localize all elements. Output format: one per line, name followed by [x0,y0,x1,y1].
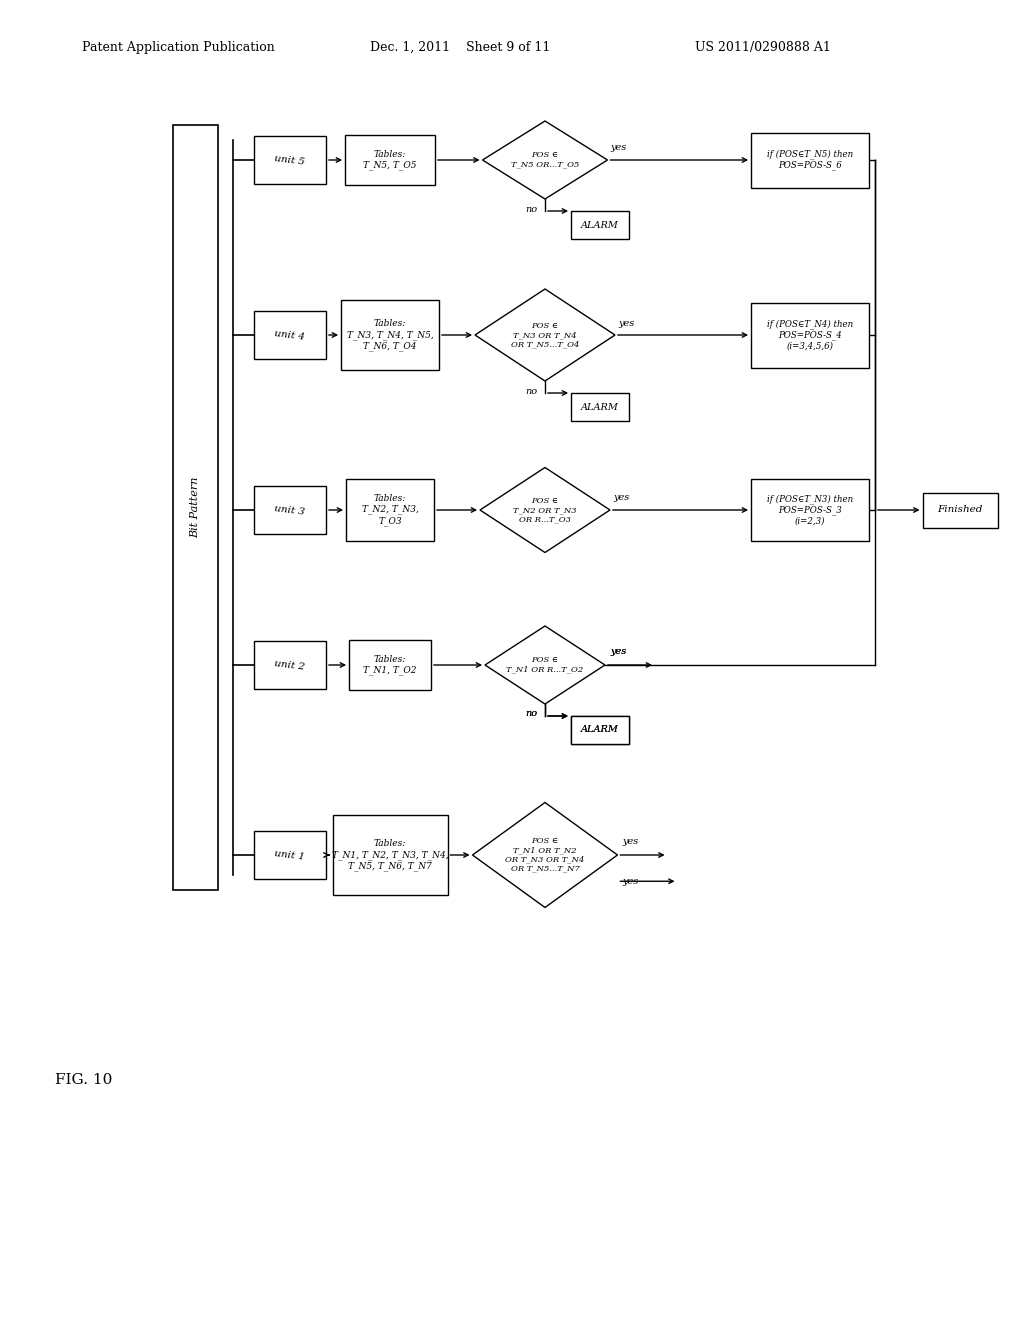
Text: Tables:
T_N1, T_N2, T_N3, T_N4,
T_N5, T_N6, T_N7: Tables: T_N1, T_N2, T_N3, T_N4, T_N5, T_… [332,840,449,871]
Polygon shape [172,125,217,890]
Polygon shape [472,803,617,908]
Polygon shape [751,302,869,367]
Polygon shape [345,135,435,185]
Text: if (POS∈T_N4) then
POS=POS-S_4
(i=3,4,5,6): if (POS∈T_N4) then POS=POS-S_4 (i=3,4,5,… [767,319,853,351]
Polygon shape [571,393,629,421]
Text: yes: yes [623,876,639,886]
Text: ALARM: ALARM [581,403,618,412]
Polygon shape [341,300,439,370]
Text: POS ∈
T_N2 OR T_N3
OR R...T_O3: POS ∈ T_N2 OR T_N3 OR R...T_O3 [513,496,577,523]
Text: yes: yes [613,494,630,503]
Polygon shape [480,467,610,553]
Polygon shape [254,312,326,359]
Text: unit 1: unit 1 [274,849,306,862]
Text: Patent Application Publication: Patent Application Publication [82,41,274,54]
Polygon shape [571,211,629,239]
Text: US 2011/0290888 A1: US 2011/0290888 A1 [695,41,830,54]
Polygon shape [482,121,607,199]
Text: Tables:
T_N5, T_O5: Tables: T_N5, T_O5 [364,150,417,170]
Text: ALARM: ALARM [581,726,618,734]
Polygon shape [751,479,869,541]
Text: no: no [525,205,538,214]
Polygon shape [333,814,447,895]
Text: yes: yes [610,647,627,656]
Text: unit 2: unit 2 [274,659,306,672]
Polygon shape [571,715,629,744]
Text: unit 5: unit 5 [274,153,306,166]
Text: POS ∈
T_N1 OR T_N2
OR T_N3 OR T_N4
OR T_N5...T_N7: POS ∈ T_N1 OR T_N2 OR T_N3 OR T_N4 OR T_… [505,837,585,873]
Text: Dec. 1, 2011    Sheet 9 of 11: Dec. 1, 2011 Sheet 9 of 11 [370,41,550,54]
Text: Tables:
T_N2, T_N3,
T_O3: Tables: T_N2, T_N3, T_O3 [361,495,419,525]
Polygon shape [571,715,629,744]
Text: Finished: Finished [937,506,983,515]
Text: Tables:
T_N1, T_O2: Tables: T_N1, T_O2 [364,655,417,675]
Text: if (POS∈T_N3) then
POS=POS-S_3
(i=2,3): if (POS∈T_N3) then POS=POS-S_3 (i=2,3) [767,495,853,525]
Text: yes: yes [618,318,634,327]
Text: no: no [525,387,538,396]
Text: yes: yes [623,837,639,846]
Polygon shape [254,486,326,535]
Text: ALARM: ALARM [581,726,618,734]
Polygon shape [923,492,997,528]
Text: no: no [525,710,538,718]
Text: POS ∈
T_N1 OR R...T_O2: POS ∈ T_N1 OR R...T_O2 [507,656,584,673]
Text: Tables:
T_N3, T_N4, T_N5,
T_N6, T_O4: Tables: T_N3, T_N4, T_N5, T_N6, T_O4 [347,319,433,351]
Polygon shape [254,832,326,879]
Polygon shape [475,289,615,381]
Polygon shape [349,640,431,690]
Text: POS ∈
T_N5 OR...T_O5: POS ∈ T_N5 OR...T_O5 [511,152,580,169]
Text: FIG. 10: FIG. 10 [55,1073,113,1086]
Text: yes: yes [610,647,627,656]
Polygon shape [485,626,605,704]
Text: POS ∈
T_N3 OR T_N4
OR T_N5...T_O4: POS ∈ T_N3 OR T_N4 OR T_N5...T_O4 [511,322,580,348]
Text: no: no [525,710,538,718]
Polygon shape [751,132,869,187]
Polygon shape [254,136,326,183]
Polygon shape [254,642,326,689]
Text: ALARM: ALARM [581,220,618,230]
Text: unit 3: unit 3 [274,504,306,516]
Text: yes: yes [610,144,627,153]
Text: if (POS∈T_N5) then
POS=POS-S_6: if (POS∈T_N5) then POS=POS-S_6 [767,149,853,170]
Text: unit 4: unit 4 [274,329,306,342]
Text: Bit Pattern: Bit Pattern [190,477,200,539]
Polygon shape [346,479,434,541]
